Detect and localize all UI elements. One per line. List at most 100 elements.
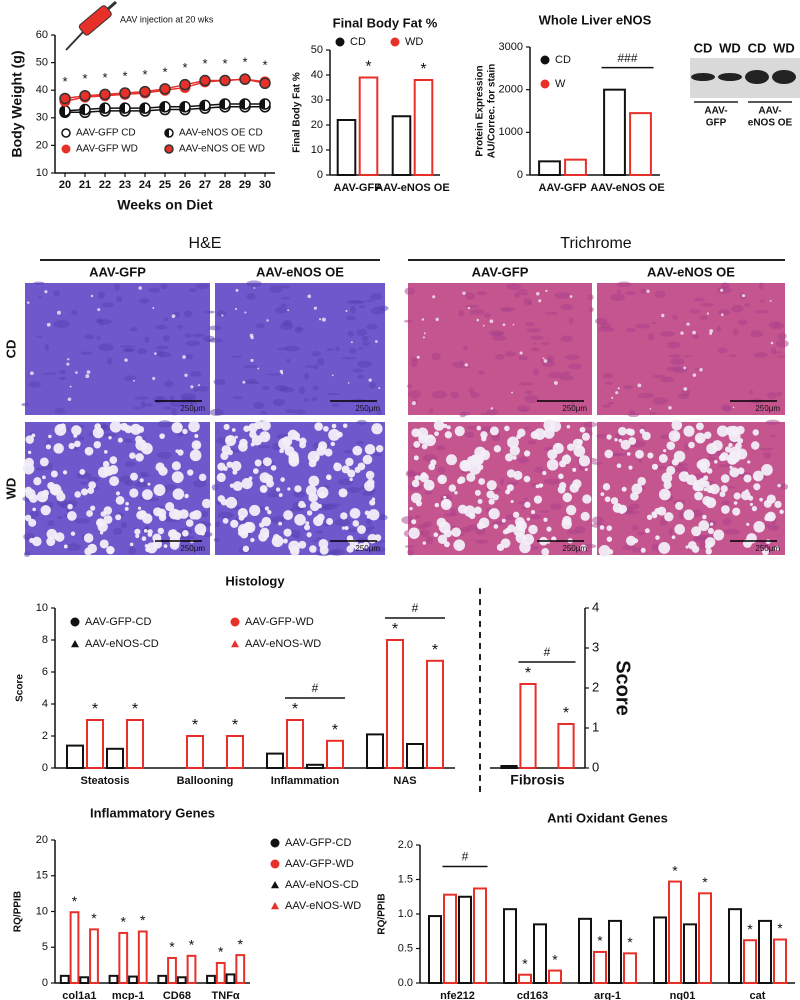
lipid-droplet xyxy=(433,420,445,431)
lipid-droplet xyxy=(374,340,378,343)
tissue-texture xyxy=(753,352,768,358)
lipid-droplet xyxy=(698,478,706,485)
tissue-texture xyxy=(525,390,533,395)
lipid-droplet xyxy=(565,454,569,458)
bar xyxy=(266,752,284,769)
tissue-texture xyxy=(407,548,414,556)
lipid-droplet xyxy=(430,459,437,466)
legend-marker xyxy=(540,79,550,89)
lipid-droplet xyxy=(375,445,384,453)
lipid-droplet xyxy=(434,431,439,437)
lipid-droplet xyxy=(611,396,614,399)
lipid-droplet xyxy=(144,544,149,548)
significance-mark: # xyxy=(544,645,551,659)
tissue-texture xyxy=(368,381,377,389)
lipid-droplet xyxy=(512,455,517,460)
tissue-texture xyxy=(208,325,222,331)
lipid-droplet xyxy=(759,497,763,502)
data-point xyxy=(259,77,271,90)
bar xyxy=(126,719,144,769)
tissue-texture xyxy=(326,348,334,352)
group-label: GFP xyxy=(706,118,727,129)
lipid-droplet xyxy=(770,341,774,345)
lipid-droplet xyxy=(109,476,120,487)
lipid-droplet xyxy=(654,507,661,515)
lipid-droplet xyxy=(334,462,339,468)
lipid-droplet xyxy=(528,524,538,535)
lipid-droplet xyxy=(278,493,283,497)
tissue-texture xyxy=(328,548,345,556)
lipid-droplet xyxy=(707,527,714,535)
annotation: AAV injection at 20 wks xyxy=(120,14,214,24)
significance-mark: * xyxy=(747,921,753,937)
lipid-droplet xyxy=(283,510,294,521)
lipid-droplet xyxy=(32,536,42,547)
row-label: WD xyxy=(3,478,18,500)
tissue-texture xyxy=(777,355,786,358)
lipid-droplet xyxy=(752,470,764,482)
x-tick-label: AAV-eNOS OE xyxy=(375,182,449,194)
lipid-droplet xyxy=(474,506,482,515)
significance-mark: * xyxy=(189,937,195,953)
lipid-droplet xyxy=(764,515,770,522)
lipid-droplet xyxy=(198,473,207,482)
tissue-texture xyxy=(654,290,666,298)
scale-bar-label: 250μm xyxy=(180,404,205,413)
lipid-droplet xyxy=(446,454,458,466)
lipid-droplet xyxy=(324,448,333,457)
y-tick-label: 0 xyxy=(517,169,523,181)
tissue-texture xyxy=(726,486,736,489)
legend-label: AAV-eNOS-CD xyxy=(285,879,359,891)
y-tick-label: 0 xyxy=(317,169,323,181)
lipid-droplet xyxy=(672,433,679,440)
tissue-texture xyxy=(192,387,199,393)
bar xyxy=(86,719,104,769)
tissue-texture xyxy=(266,492,281,498)
data-point xyxy=(139,85,151,98)
tissue-texture xyxy=(622,510,639,515)
lipid-droplet xyxy=(50,470,58,478)
lipid-droplet xyxy=(191,440,202,450)
tissue-texture xyxy=(280,303,287,308)
tissue-texture xyxy=(128,546,137,555)
bar xyxy=(79,976,90,985)
tissue-texture xyxy=(155,345,169,350)
lipid-droplet xyxy=(488,498,495,505)
tissue-texture xyxy=(266,373,282,376)
lipid-droplet xyxy=(535,484,540,489)
tissue-texture xyxy=(460,411,471,416)
tissue-texture xyxy=(435,445,446,451)
lipid-droplet xyxy=(477,464,484,471)
tissue-texture xyxy=(464,431,475,438)
tissue-texture xyxy=(133,406,141,410)
lipid-droplet xyxy=(80,488,89,496)
lipid-droplet xyxy=(545,289,548,293)
lipid-droplet xyxy=(547,449,558,460)
y-axis-label: RQ/PPIB xyxy=(13,891,24,932)
lipid-droplet xyxy=(157,527,165,535)
tissue-texture xyxy=(357,360,373,368)
significance-mark: * xyxy=(121,914,127,930)
tissue-texture xyxy=(139,298,150,304)
tissue-texture xyxy=(722,518,732,526)
tissue-texture xyxy=(699,541,708,550)
tissue-texture xyxy=(623,384,633,390)
tissue-texture xyxy=(683,443,689,451)
significance-mark: * xyxy=(777,920,783,936)
x-tick-label: 21 xyxy=(79,179,91,191)
x-tick-label: cat xyxy=(750,990,766,1000)
syringe-icon xyxy=(65,0,117,51)
lipid-droplet xyxy=(279,448,284,454)
lipid-droplet xyxy=(129,472,138,481)
lipid-droplet xyxy=(541,547,550,556)
lipid-droplet xyxy=(328,520,332,525)
tissue-texture xyxy=(213,537,220,542)
lipid-droplet xyxy=(408,527,420,539)
significance-mark: * xyxy=(365,59,371,76)
column-label: AAV-eNOS OE xyxy=(647,264,735,279)
lipid-droplet xyxy=(42,489,49,497)
bar xyxy=(235,954,246,984)
lipid-droplet xyxy=(577,439,583,445)
x-tick-label: 29 xyxy=(239,179,251,191)
